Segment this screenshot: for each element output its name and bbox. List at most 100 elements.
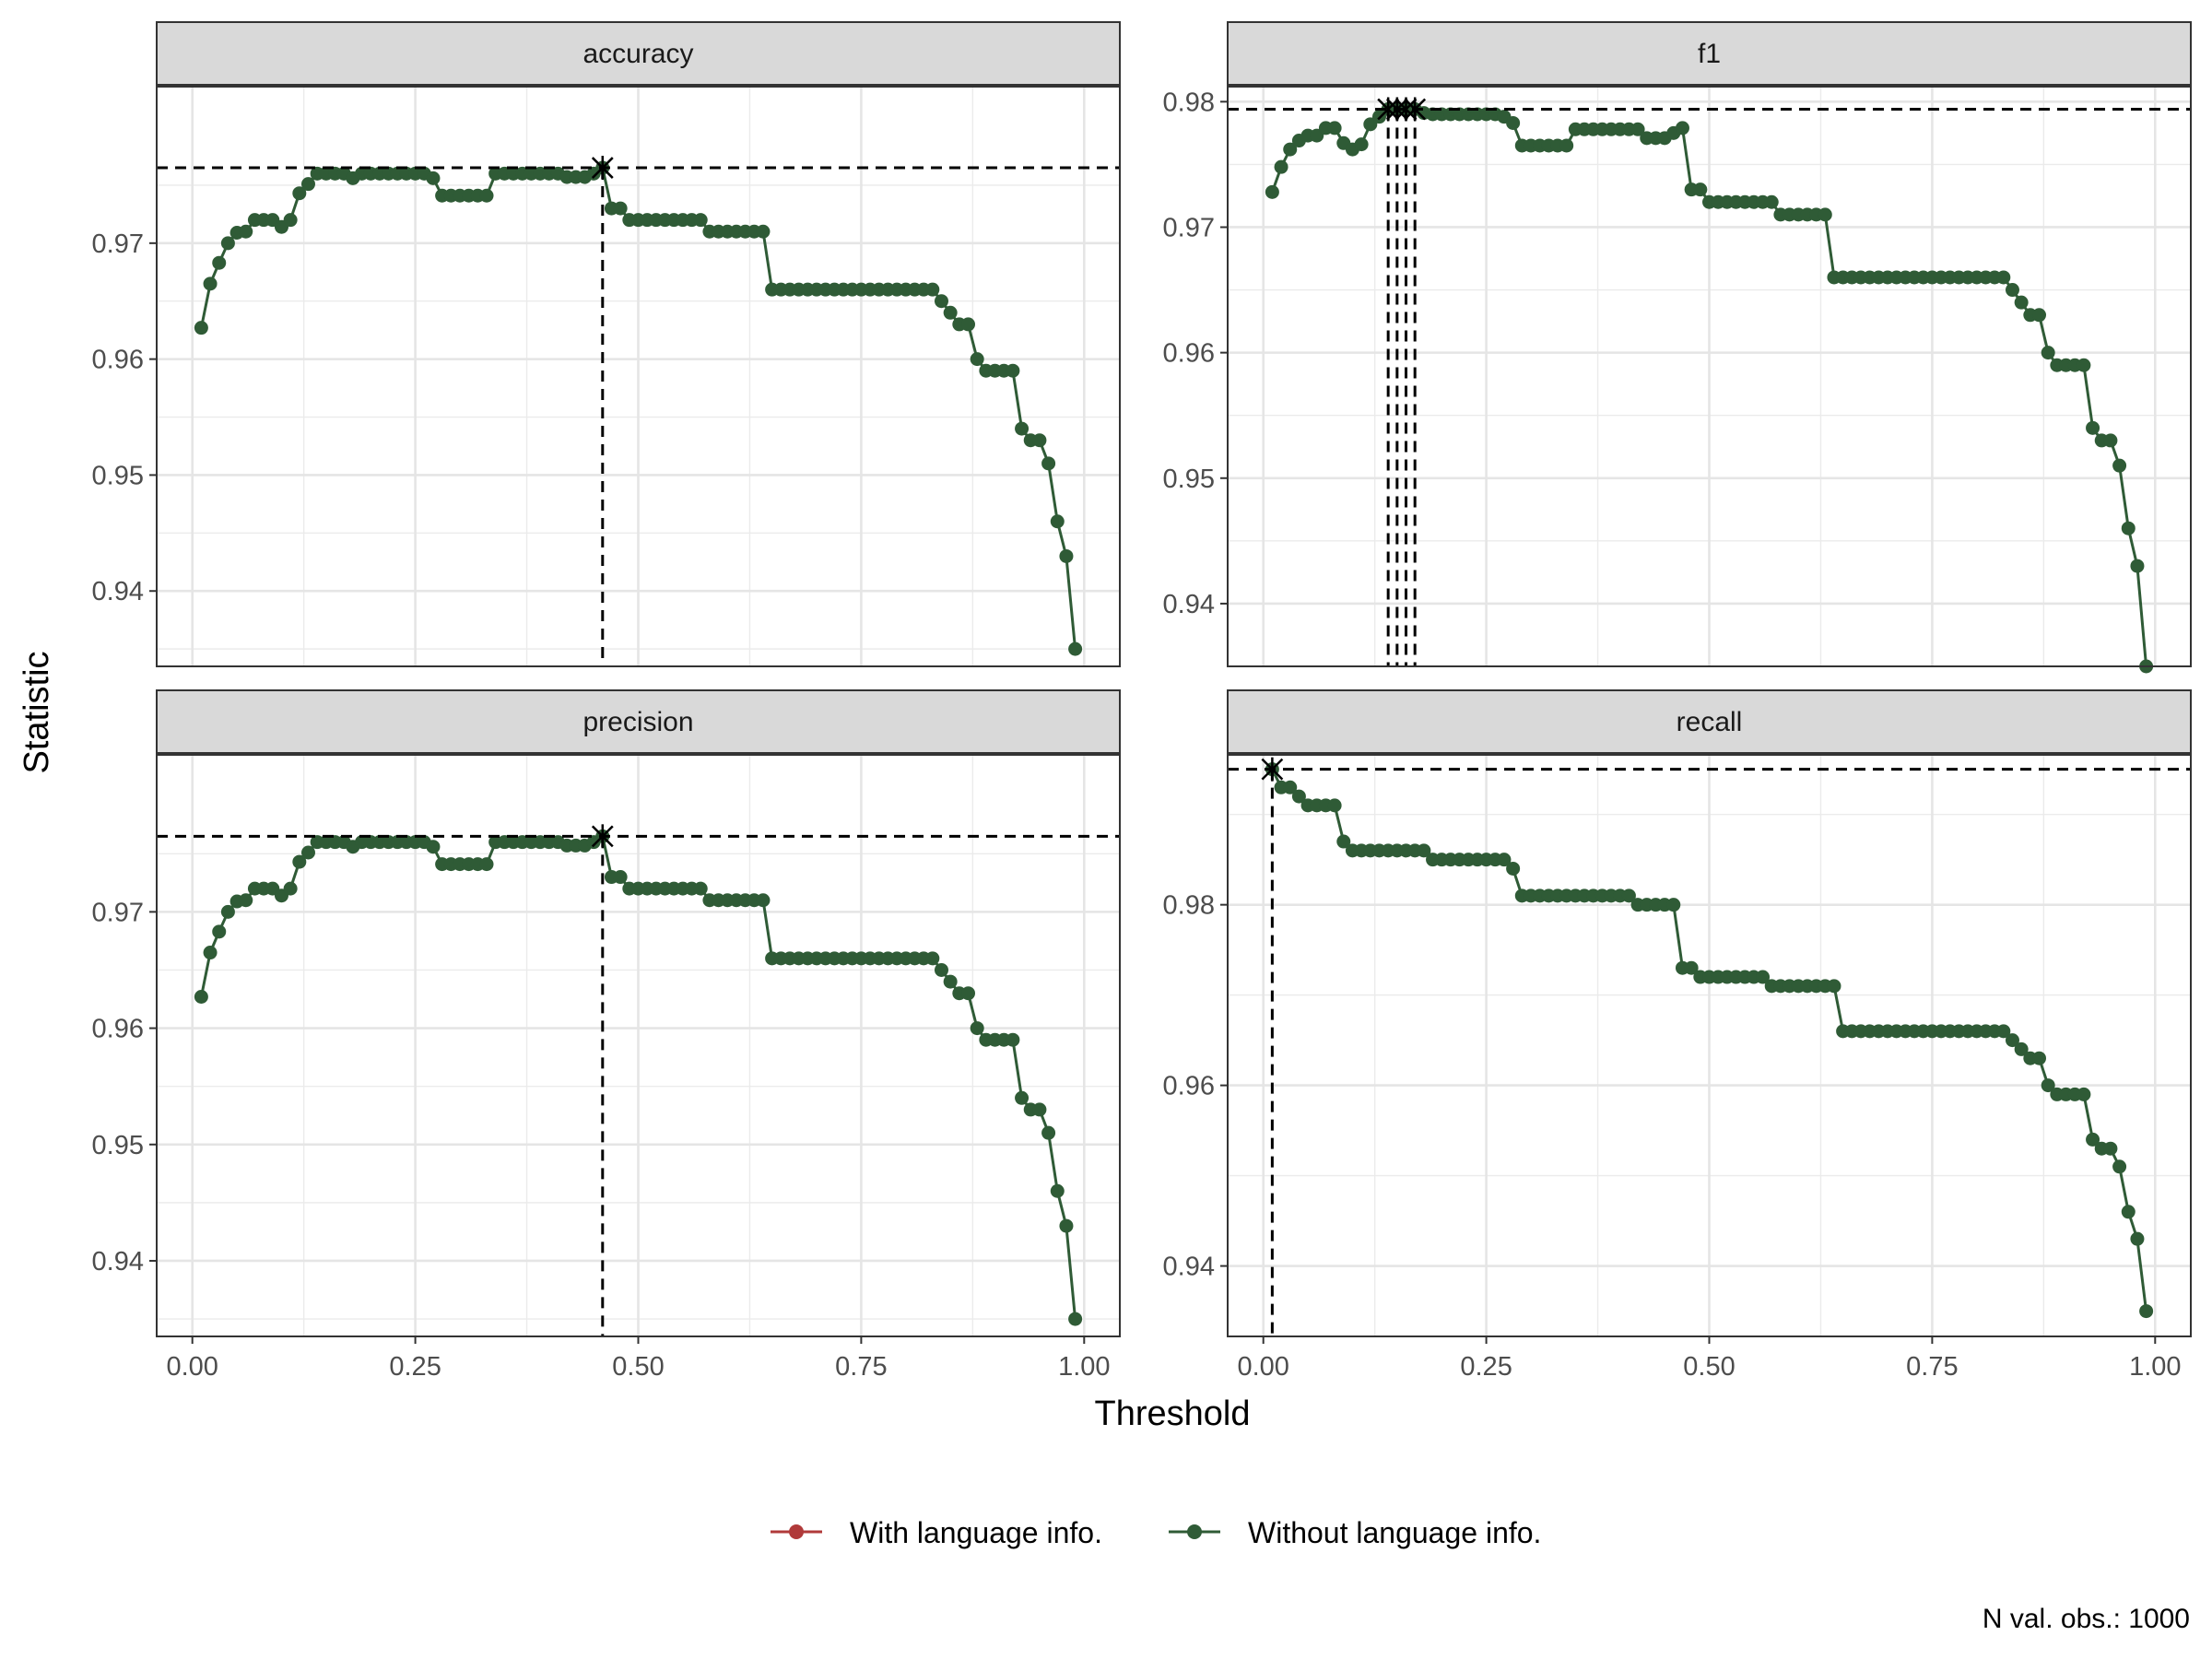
data-point	[961, 986, 976, 1001]
data-point	[1041, 1125, 1056, 1140]
x-tick-label: 0.00	[1237, 1352, 1288, 1382]
y-tick-label: 0.96	[92, 346, 144, 375]
x-tick-label: 0.25	[389, 1352, 441, 1382]
data-point	[212, 255, 227, 270]
data-point	[1666, 898, 1681, 912]
data-point	[292, 854, 307, 869]
data-point	[1336, 834, 1351, 849]
data-point	[1675, 121, 1689, 135]
data-point	[239, 224, 253, 239]
data-point	[925, 282, 940, 297]
data-point	[1291, 789, 1306, 804]
data-point	[961, 317, 976, 332]
data-point	[1684, 960, 1699, 975]
y-tick-label: 0.97	[1163, 213, 1215, 242]
data-point	[479, 857, 494, 872]
data-point	[300, 845, 315, 860]
data-point	[1559, 138, 1574, 153]
data-point	[1032, 433, 1047, 448]
data-point	[1274, 159, 1288, 174]
data-point	[1630, 122, 1645, 136]
data-point	[925, 951, 940, 966]
legend-key-dot-with-language	[789, 1524, 804, 1539]
data-point	[934, 294, 948, 309]
data-point	[1050, 514, 1065, 529]
x-tick-label: 0.75	[835, 1352, 887, 1382]
data-point	[2130, 1231, 2145, 1246]
data-point	[479, 188, 494, 203]
data-point	[220, 904, 235, 919]
x-tick-label: 0.50	[1683, 1352, 1735, 1382]
data-point	[2077, 1087, 2091, 1101]
data-point	[2032, 1051, 2047, 1065]
x-axis-title: Threshold	[1095, 1394, 1251, 1433]
data-point	[2121, 1205, 2136, 1219]
data-point	[2077, 358, 2091, 372]
data-point	[1506, 115, 1521, 130]
y-tick-label: 0.96	[1163, 1072, 1215, 1101]
legend-key-dot-without-language	[1187, 1524, 1202, 1539]
panel-border	[156, 86, 1121, 667]
data-point	[693, 881, 708, 896]
data-point	[1015, 421, 1030, 436]
data-point	[426, 171, 441, 185]
data-point	[1764, 194, 1779, 209]
data-point	[203, 276, 218, 291]
data-point	[1827, 979, 1841, 994]
y-tick-label: 0.94	[1163, 1253, 1215, 1282]
facet-strip-label: precision	[582, 707, 693, 737]
facet-strip-label: recall	[1677, 707, 1743, 737]
data-point	[292, 186, 307, 201]
data-point	[1327, 121, 1342, 135]
facet-strip	[1227, 689, 2192, 754]
y-tick-label: 0.95	[1163, 465, 1215, 494]
y-tick-label: 0.94	[92, 577, 144, 606]
data-point	[2086, 1132, 2100, 1147]
optimum-marker	[1404, 97, 1427, 122]
x-tick-label: 1.00	[2129, 1352, 2181, 1382]
data-point	[970, 352, 984, 367]
data-point	[934, 962, 948, 977]
facet-strip	[156, 689, 1121, 754]
y-axis-title: Statistic	[18, 651, 56, 773]
y-tick-label: 0.97	[92, 229, 144, 259]
y-tick-label: 0.97	[92, 898, 144, 927]
data-point	[1327, 798, 1342, 813]
legend-label-without-language: Without language info.	[1248, 1516, 1541, 1549]
legend-label-with-language: With language info.	[850, 1516, 1102, 1549]
data-point	[2086, 420, 2100, 435]
data-point	[2121, 521, 2136, 535]
data-point	[1506, 861, 1521, 876]
data-point	[1059, 1218, 1074, 1233]
data-point	[1068, 1312, 1083, 1326]
data-point	[2014, 295, 2029, 310]
data-point	[1283, 142, 1298, 157]
data-point	[1497, 853, 1512, 867]
data-point	[756, 893, 771, 908]
data-point	[1041, 456, 1056, 471]
y-tick-label: 0.96	[1163, 339, 1215, 369]
data-point	[1050, 1183, 1065, 1198]
optimum-marker	[1261, 757, 1284, 782]
panels: accuracy 0.94 0.95 0.96 0.97 f1 0.94 0.95 0.96 0.…	[92, 21, 2192, 1382]
data-point	[2103, 1141, 2118, 1156]
data-point	[1283, 780, 1298, 794]
data-point	[194, 321, 208, 335]
x-tick-label: 0.25	[1460, 1352, 1512, 1382]
data-point	[203, 946, 218, 960]
panel-f1: f1 0.94 0.95 0.96 0.97 0.98	[1163, 21, 2192, 674]
data-point	[212, 924, 227, 939]
data-point	[2112, 1159, 2127, 1174]
data-point	[300, 177, 315, 192]
optimum-marker	[591, 824, 614, 849]
data-point	[2041, 346, 2055, 360]
x-tick-label: 0.00	[166, 1352, 218, 1382]
data-point	[1621, 888, 1636, 903]
y-tick-label: 0.94	[1163, 590, 1215, 619]
data-point	[1068, 641, 1083, 656]
data-point	[1265, 184, 1279, 199]
data-point	[2032, 308, 2047, 323]
data-point	[2014, 1041, 2029, 1056]
data-point	[1006, 1032, 1020, 1047]
data-point	[1693, 182, 1708, 197]
